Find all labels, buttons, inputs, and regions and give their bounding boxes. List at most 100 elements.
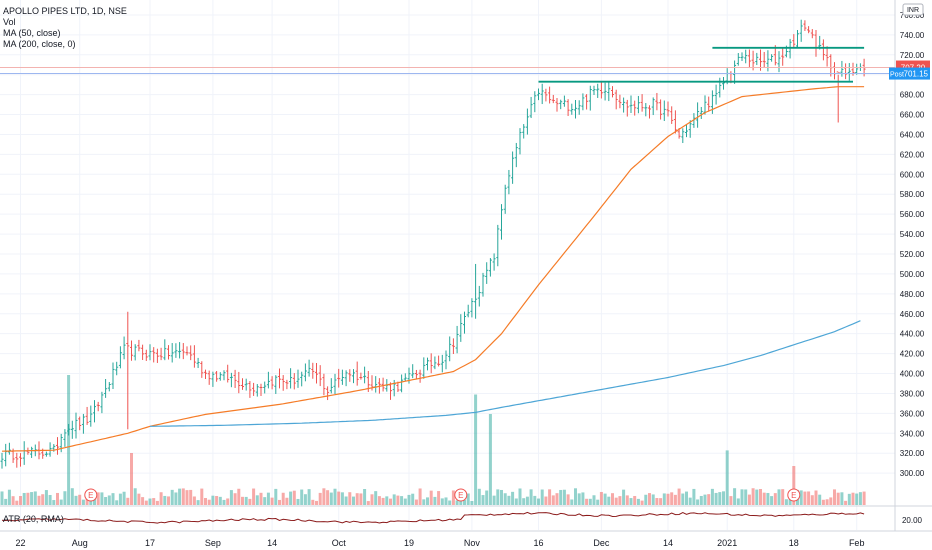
- volume-bar: [303, 494, 307, 505]
- volume-bar: [514, 498, 518, 505]
- volume-bar: [396, 495, 400, 505]
- volume-bar: [296, 498, 300, 505]
- volume-bar: [70, 488, 74, 505]
- earnings-marker: E: [84, 488, 98, 502]
- volume-bar: [548, 489, 552, 505]
- volume-bar: [111, 493, 115, 505]
- volume-bar: [847, 493, 851, 505]
- volume-bar: [685, 491, 688, 505]
- time-tick-label: 16: [533, 538, 543, 548]
- volume-bar: [566, 494, 570, 505]
- volume-bar: [603, 493, 607, 505]
- time-tick-label: 22: [15, 538, 25, 548]
- volume-bar: [825, 499, 829, 505]
- volume-bar: [15, 500, 19, 505]
- volume-bar: [181, 488, 185, 505]
- volume-bar: [481, 495, 485, 505]
- volume-bar: [703, 494, 707, 505]
- volume-bar: [148, 498, 152, 505]
- price-tick-label: 560.00: [900, 210, 925, 219]
- currency-badge: [902, 3, 924, 16]
- volume-bar: [781, 489, 785, 505]
- volume-bar: [651, 494, 655, 505]
- legend-ma200: MA (200, close, 0): [3, 39, 76, 49]
- price-tick-label: 580.00: [900, 190, 925, 199]
- earnings-marker: E: [454, 488, 468, 502]
- price-tick-label: 600.00: [900, 170, 925, 179]
- volume-bar: [470, 500, 474, 505]
- volume-bar: [141, 497, 145, 505]
- volume-bar: [44, 490, 48, 505]
- time-tick-label: 18: [789, 538, 799, 548]
- volume-bar: [496, 489, 500, 505]
- volume-bars: [0, 375, 866, 505]
- volume-bar: [718, 492, 722, 505]
- volume-bar: [337, 491, 341, 505]
- volume-bar: [792, 466, 796, 505]
- volume-bar: [725, 450, 729, 505]
- price-tick-label: 460.00: [900, 310, 925, 319]
- volume-bar: [63, 491, 67, 505]
- volume-bar: [455, 500, 459, 505]
- volume-bar: [259, 492, 263, 505]
- volume-bar: [440, 498, 444, 505]
- time-tick-label: Oct: [332, 538, 347, 548]
- volume-bar: [126, 497, 130, 505]
- volume-bar: [130, 453, 133, 505]
- volume-bar: [326, 490, 330, 505]
- volume-bar: [444, 497, 448, 505]
- volume-bar: [233, 493, 237, 505]
- volume-bar: [200, 488, 204, 505]
- price-tick-label: 400.00: [900, 370, 925, 379]
- volume-bar: [599, 491, 603, 505]
- volume-bar: [26, 492, 30, 505]
- price-tick-label: 720.00: [900, 51, 925, 60]
- volume-bar: [451, 490, 455, 505]
- volume-bar: [596, 499, 600, 505]
- volume-bar: [659, 498, 663, 505]
- volume-bar: [696, 499, 700, 505]
- volume-bar: [640, 500, 644, 505]
- volume-bar: [777, 489, 781, 505]
- atr-legend: ATR (20, RMA): [3, 514, 64, 524]
- volume-bar: [174, 492, 178, 505]
- volume-bar: [204, 497, 207, 505]
- volume-bar: [429, 490, 433, 505]
- volume-bar: [747, 494, 751, 505]
- volume-bar: [100, 492, 104, 505]
- volume-bar: [511, 491, 515, 505]
- volume-bar: [592, 495, 596, 505]
- earnings-circle: [84, 488, 98, 502]
- volume-bar: [74, 495, 78, 505]
- volume-bar: [614, 497, 618, 505]
- volume-bar: [570, 499, 574, 505]
- price-tick-label: 420.00: [900, 350, 925, 359]
- volume-bar: [252, 488, 256, 505]
- volume-bar: [629, 498, 633, 505]
- volume-bar: [385, 496, 389, 505]
- volume-bar: [152, 498, 156, 505]
- volume-bar: [611, 493, 614, 505]
- volume-bar: [307, 489, 311, 505]
- volume-bar: [858, 492, 862, 505]
- volume-bar: [740, 489, 744, 505]
- currency-label: INR: [907, 7, 919, 14]
- volume-bar: [507, 495, 511, 505]
- time-tick-label: 14: [267, 538, 277, 548]
- earnings-circle: [454, 488, 468, 502]
- volume-bar: [107, 495, 111, 505]
- volume-bar: [522, 498, 526, 505]
- volume-bar: [437, 491, 441, 505]
- time-tick-label: Aug: [72, 538, 88, 548]
- legend-ma50: MA (50, close): [3, 28, 61, 38]
- volume-bar: [707, 494, 711, 505]
- price-tick-label: 500.00: [900, 270, 925, 279]
- volume-bar: [322, 488, 326, 505]
- volume-bar: [248, 498, 252, 505]
- volume-bar: [503, 493, 507, 505]
- ma200-line: [150, 320, 861, 427]
- volume-bar: [525, 496, 529, 505]
- volume-bar: [300, 489, 304, 505]
- volume-bar: [285, 497, 289, 505]
